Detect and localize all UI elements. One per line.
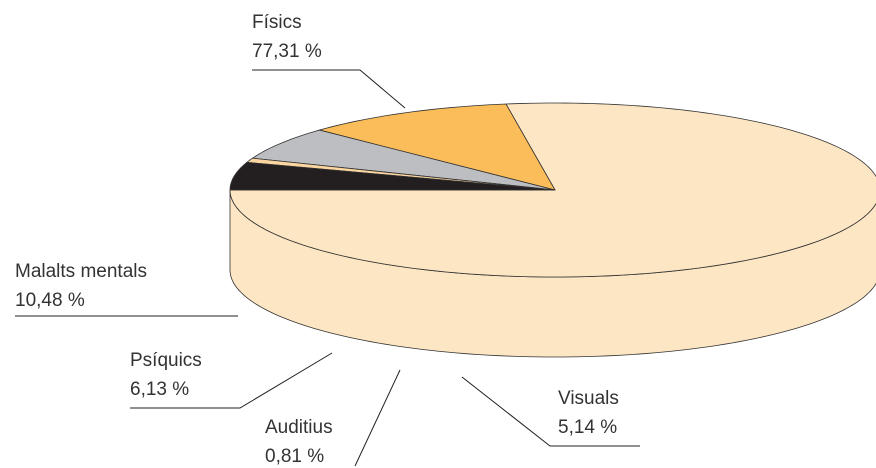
- leader-line: [354, 369, 401, 467]
- label-name: Malalts mentals: [15, 261, 147, 282]
- leader-line: [130, 352, 333, 409]
- leader-line: [461, 376, 640, 447]
- label-value: 10,48 %: [15, 290, 85, 311]
- slice: [319, 103, 556, 191]
- label-value: 0,81 %: [265, 446, 324, 467]
- label-name: Visuals: [558, 388, 619, 409]
- label-value: 6,13 %: [130, 379, 189, 400]
- label-value: 77,31 %: [252, 41, 322, 62]
- label-name: Auditius: [265, 417, 333, 438]
- label-name: Físics: [252, 12, 302, 33]
- pie: [229, 102, 876, 358]
- label-value: 5,14 %: [558, 417, 617, 438]
- label-name: Psíquics: [130, 350, 202, 371]
- leader-line: [252, 69, 406, 109]
- slice: [229, 161, 556, 191]
- slice: [252, 129, 556, 191]
